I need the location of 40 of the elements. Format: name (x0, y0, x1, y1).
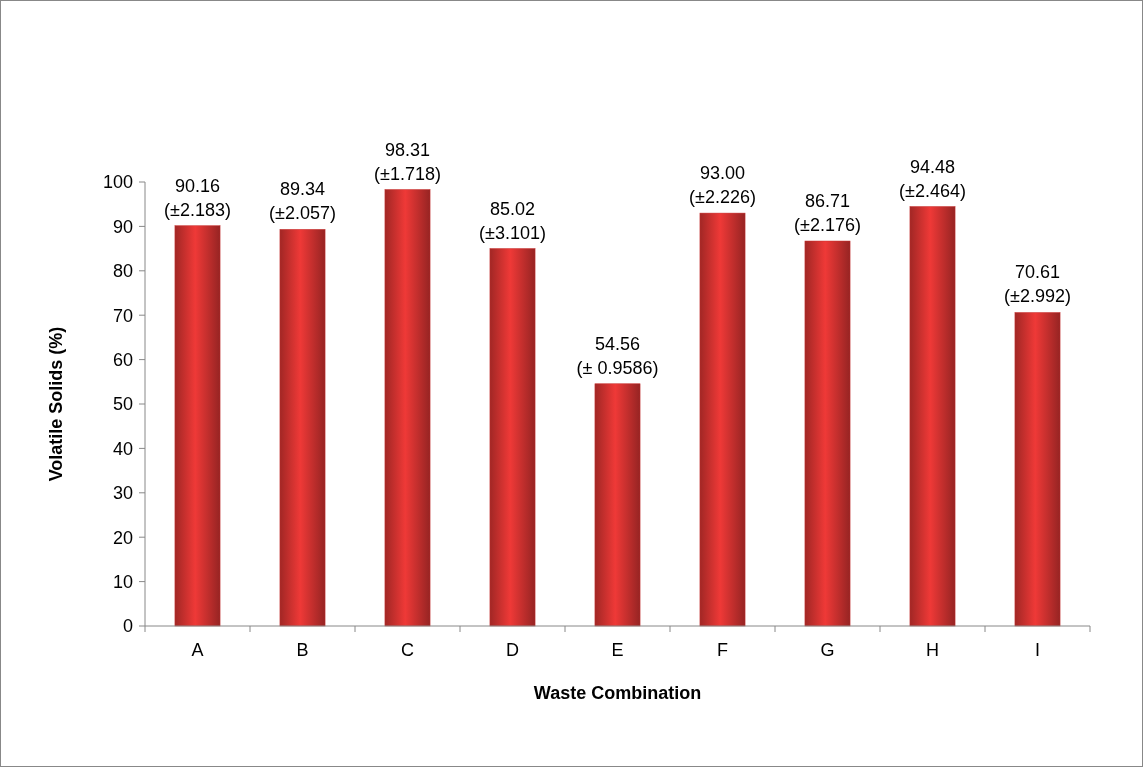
y-tick-label: 80 (112, 261, 133, 282)
y-tick-label: 90 (112, 216, 133, 237)
y-axis-title: Volatile Solids (%) (46, 326, 66, 482)
x-tick-label: A (191, 640, 204, 660)
data-label: 94.48 (±2.464) (899, 156, 966, 201)
data-label: 89.34 (±2.057) (269, 179, 336, 224)
y-tick-label: 40 (112, 438, 133, 459)
y-tick-label: 0 (122, 616, 133, 637)
x-tick-label: C (401, 640, 414, 660)
bar (384, 189, 431, 627)
x-tick-label: I (1034, 640, 1041, 660)
y-tick-label: 20 (112, 527, 133, 548)
data-label: 54.56 (± 0.9586) (576, 333, 659, 378)
bar (699, 212, 746, 627)
x-tick-label: F (717, 640, 728, 660)
data-label: 98.31 (±1.718) (374, 139, 441, 184)
data-label: 93.00 (±2.226) (689, 163, 756, 208)
bar (1014, 312, 1061, 627)
data-label: 90.16 (±2.183) (164, 175, 231, 220)
data-label: 85.02 (±3.101) (479, 198, 546, 243)
y-tick-label: 50 (112, 394, 133, 415)
y-tick-label: 10 (112, 571, 133, 592)
y-tick-label: 30 (112, 483, 133, 504)
x-axis-title: Waste Combination (533, 683, 702, 703)
y-tick-label: 60 (112, 349, 133, 370)
bar (594, 383, 641, 627)
y-tick-label: 100 (102, 172, 133, 193)
x-tick-label: E (611, 640, 624, 660)
y-tick-label: 70 (112, 305, 133, 326)
x-tick-label: G (820, 640, 835, 660)
x-tick-label: D (506, 640, 519, 660)
data-label: 70.61 (±2.992) (1004, 262, 1071, 307)
x-tick-label: H (926, 640, 939, 660)
bar (279, 229, 326, 627)
data-label: 86.71 (±2.176) (794, 191, 861, 236)
bar (804, 240, 851, 627)
bar (909, 206, 956, 627)
x-tick-label: B (296, 640, 309, 660)
bar (174, 225, 221, 627)
bar (489, 248, 536, 627)
